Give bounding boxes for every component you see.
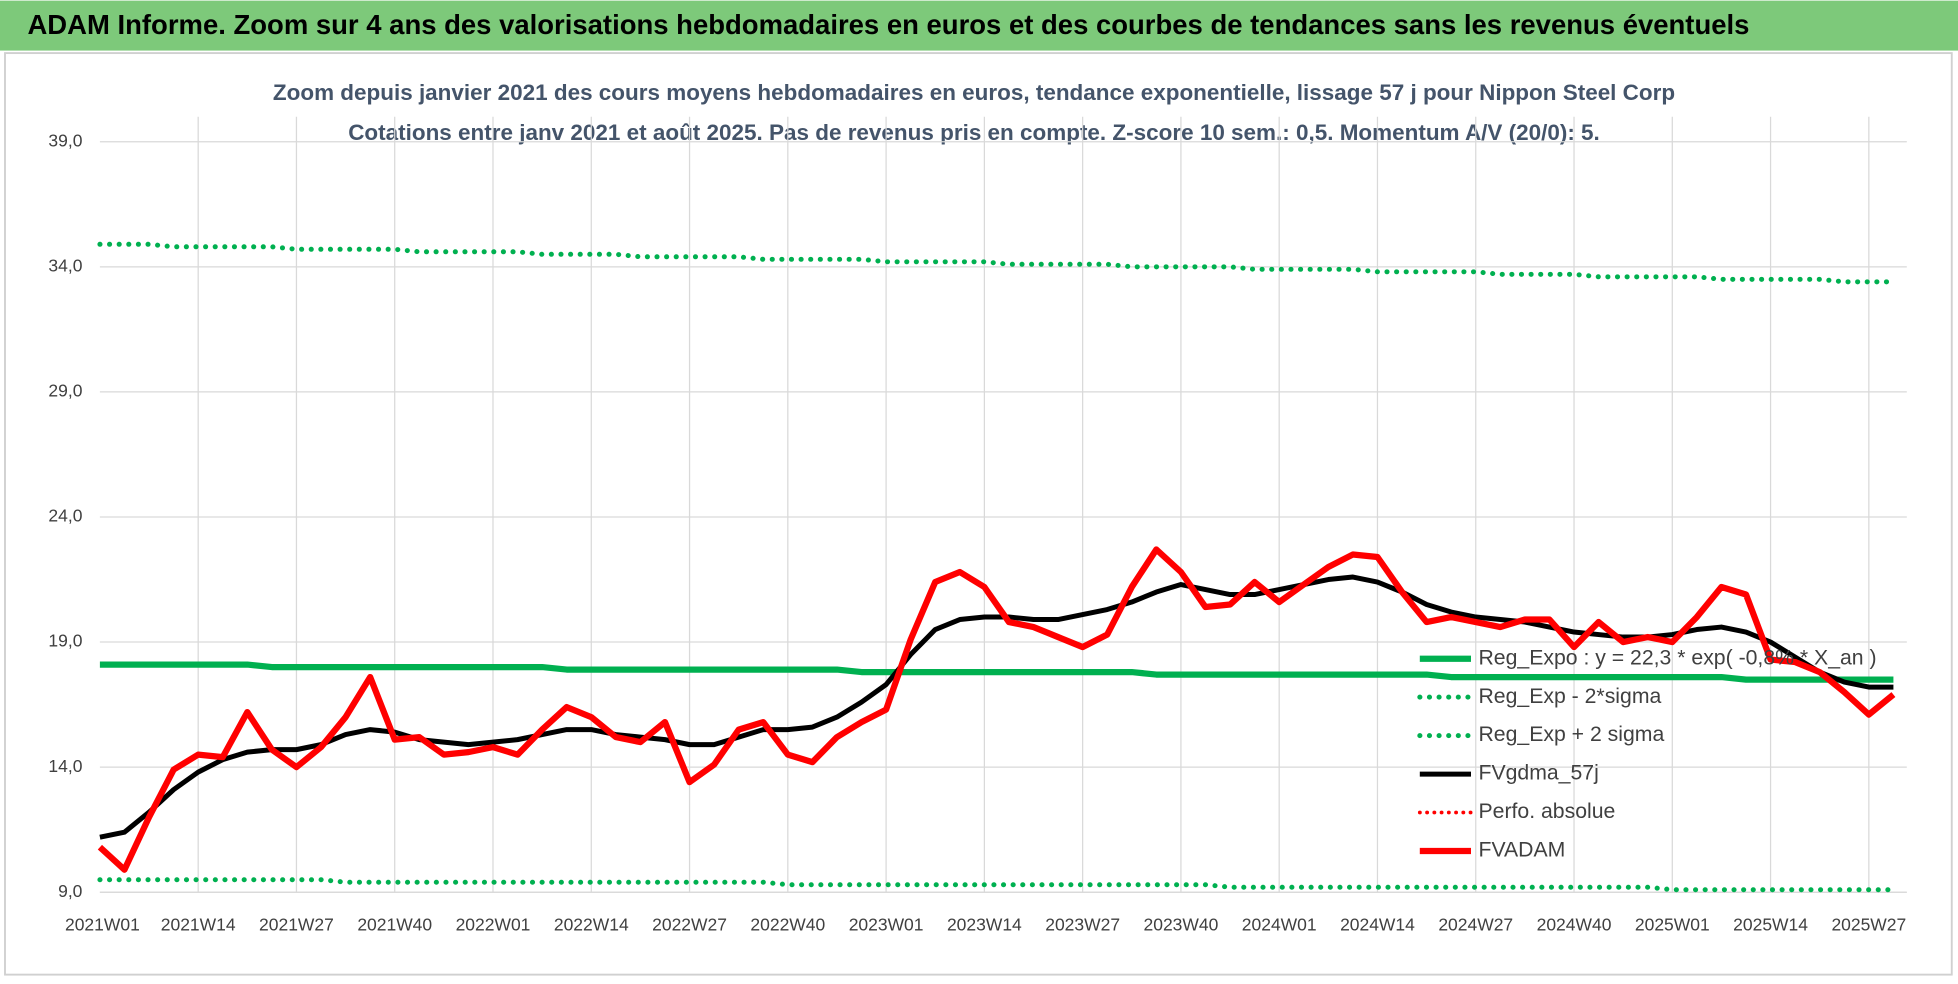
x-tick-label: 2021W27 [259,915,334,935]
x-tick-label: 2021W14 [161,915,236,935]
x-tick-label: 2021W40 [357,915,432,935]
y-tick-label: 39,0 [48,130,82,150]
x-tick-label: 2024W14 [1340,915,1415,935]
plot [97,241,1896,893]
legend-label: Reg_Expo : y = 22,3 * exp( -0,8% * X_an … [1478,646,1876,669]
series-line [97,546,1896,873]
x-tick-label: 2024W01 [1242,915,1317,935]
x-tick-label: 2021W01 [65,915,140,935]
x-tick-label: 2022W01 [456,915,531,935]
x-tick-label: 2022W40 [750,915,825,935]
x-tick-label: 2024W27 [1438,915,1513,935]
header-title: ADAM Informe. Zoom sur 4 ans des valoris… [27,9,1749,40]
y-tick-label: 19,0 [48,631,82,651]
chart-title: Zoom depuis janvier 2021 des cours moyen… [273,80,1675,105]
x-tick-label: 2023W27 [1045,915,1120,935]
x-tick-label: 2025W01 [1635,915,1710,935]
legend: Reg_Expo : y = 22,3 * exp( -0,8% * X_an … [1417,646,1877,862]
x-tick-label: 2025W14 [1733,915,1808,935]
header-bar [0,0,1958,51]
legend-label: FVgdma_57j [1478,762,1598,785]
legend-label: Reg_Exp - 2*sigma [1478,685,1661,708]
legend-label: Perfo. absolue [1478,800,1615,823]
x-tick-label: 2023W01 [849,915,924,935]
x-tick-label: 2022W27 [652,915,727,935]
y-tick-label: 14,0 [48,756,82,776]
x-tick-label: 2024W40 [1537,915,1612,935]
y-tick-label: 24,0 [48,506,82,526]
x-tick-label: 2022W14 [554,915,629,935]
chart-subtitle: Cotations entre janv 2021 et août 2025. … [348,120,1600,145]
series-line [97,241,1896,285]
x-tick-label: 2025W27 [1831,915,1906,935]
y-tick-label: 34,0 [48,255,82,275]
x-tick-label: 2023W14 [947,915,1022,935]
legend-label: FVADAM [1478,839,1565,862]
legend-label: Reg_Exp + 2 sigma [1478,723,1664,746]
series-line [99,574,1894,840]
y-tick-label: 29,0 [48,381,82,401]
series-line [97,877,1896,893]
y-tick-label: 9,0 [58,881,83,901]
x-tick-label: 2023W40 [1144,915,1219,935]
series-line [99,661,1894,683]
chart-frame [4,52,1953,976]
grid: 9,0 14,0 19,0 24,0 29,0 34,0 39,0 2021W01 2021W1… [48,116,1907,935]
